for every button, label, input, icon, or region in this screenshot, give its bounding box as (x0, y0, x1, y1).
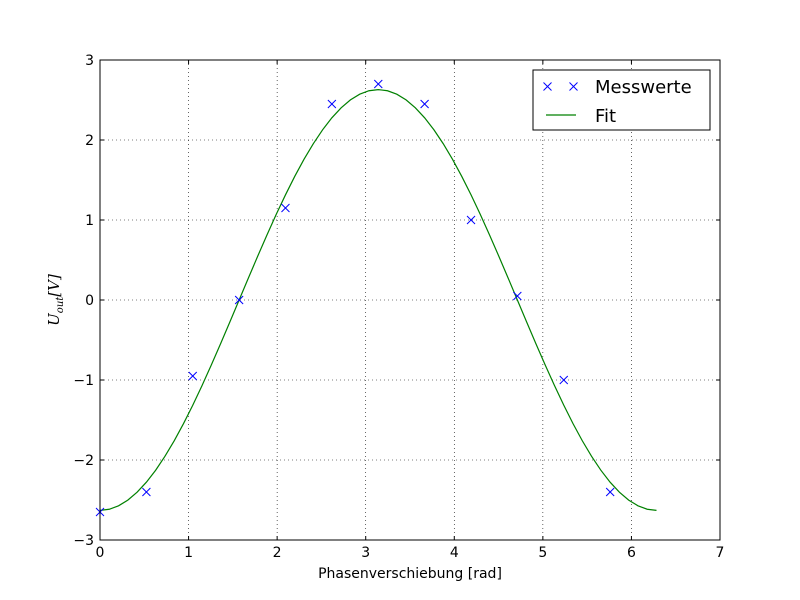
legend: Messwerte Fit (532, 69, 711, 131)
x-tick-label: 4 (450, 545, 459, 561)
x-tick-label: 6 (627, 545, 636, 561)
axis-ticks: 0 1 2 3 4 5 6 7 −3 −2 −1 0 1 2 3 (73, 53, 724, 561)
data-point (605, 487, 615, 497)
y-tick-label: 2 (85, 133, 94, 149)
legend-label-fit: Fit (595, 106, 616, 127)
y-tick-label: −2 (73, 453, 94, 469)
y-axis-label-subscript: out (55, 296, 66, 313)
data-point (512, 291, 522, 301)
x-tick-label: 2 (273, 545, 282, 561)
x-axis-label: Phasenverschiebung [rad] (318, 566, 502, 582)
fit-line (99, 88, 657, 511)
legend-label-messwerte: Messwerte (595, 77, 692, 98)
x-tick-label: 1 (184, 545, 193, 561)
data-point (281, 203, 290, 213)
data-point (373, 79, 383, 89)
y-tick-label: −3 (73, 533, 94, 549)
y-tick-label: −1 (73, 373, 94, 389)
y-tick-label: 0 (85, 293, 94, 309)
data-point (188, 371, 198, 381)
data-point (327, 99, 337, 109)
svg-text:Uout[V]: Uout[V] (45, 274, 66, 326)
data-point (142, 487, 151, 497)
legend-marker-icon (543, 82, 578, 91)
data-point (234, 295, 244, 305)
y-axis-label-main: U (45, 312, 63, 326)
x-tick-label: 7 (716, 545, 725, 561)
fit-series (99, 88, 657, 511)
data-point (420, 99, 429, 109)
data-point (559, 375, 569, 385)
legend-box (532, 69, 711, 131)
grid (100, 60, 720, 540)
x-tick-label: 5 (538, 545, 547, 561)
measurement-series (95, 79, 615, 517)
y-axis-label: Uout[V] (45, 274, 66, 326)
x-tick-label: 0 (96, 545, 105, 561)
y-tick-label: 3 (85, 53, 94, 69)
x-tick-label: 3 (361, 545, 370, 561)
data-point (466, 215, 476, 225)
y-tick-label: 1 (85, 213, 94, 229)
y-axis-label-unit: [V] (45, 274, 63, 297)
